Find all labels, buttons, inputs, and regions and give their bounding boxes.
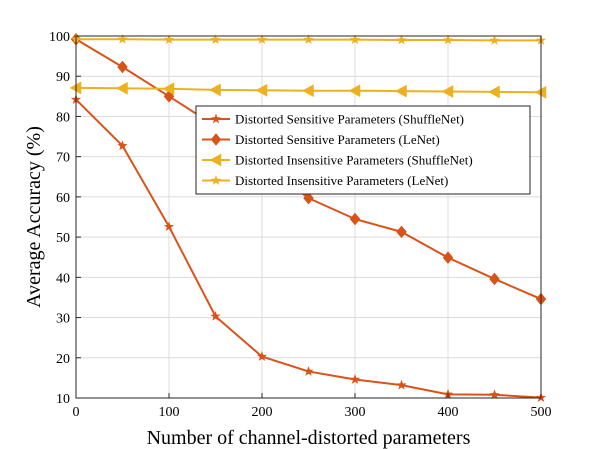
- data-point: [487, 85, 500, 99]
- x-tick-label: 500: [531, 405, 552, 420]
- x-tick-label: 400: [438, 405, 459, 420]
- data-point: [162, 82, 175, 96]
- y-tick-label: 50: [56, 231, 70, 246]
- x-tick-label: 300: [345, 405, 366, 420]
- data-point: [117, 60, 128, 74]
- data-point: [208, 83, 221, 97]
- legend-marker: [209, 153, 222, 167]
- y-tick-label: 70: [56, 151, 70, 166]
- legend-box: [195, 105, 531, 195]
- legend-label: Distorted Insensitive Parameters (LeNet): [235, 173, 448, 188]
- data-point: [442, 34, 454, 45]
- data-point: [303, 366, 314, 376]
- legend-label: Distorted Insensitive Parameters (Shuffl…: [235, 153, 473, 168]
- y-tick-label: 20: [56, 352, 70, 367]
- data-point: [396, 225, 407, 239]
- data-point: [394, 84, 407, 98]
- data-point: [303, 34, 314, 44]
- legend: Distorted Sensitive Parameters (ShuffleN…: [195, 105, 531, 195]
- data-point: [163, 89, 175, 103]
- data-point: [349, 34, 361, 44]
- legend-marker: [210, 113, 222, 124]
- data-point: [348, 84, 361, 98]
- data-point: [349, 374, 361, 384]
- data-point: [117, 140, 128, 151]
- x-axis-title: Number of channel-distorted parameters: [147, 427, 471, 449]
- legend-marker: [210, 133, 222, 146]
- legend-marker: [210, 175, 222, 185]
- x-tick-label: 200: [252, 405, 273, 420]
- data-point: [301, 84, 314, 98]
- data-point: [255, 83, 268, 97]
- y-tick-label: 60: [56, 191, 70, 206]
- data-point: [489, 272, 500, 286]
- y-tick-label: 30: [56, 312, 70, 327]
- plot-frame: [75, 35, 542, 399]
- axis-ticks: 0 100 200 300 400 500 10 20 30 40 50 60 70 80 90 100: [49, 30, 552, 420]
- y-axis-title: Average Accuracy (%): [23, 126, 45, 308]
- y-tick-label: 90: [56, 70, 70, 85]
- y-tick-label: 10: [56, 392, 70, 407]
- data-point: [489, 389, 500, 400]
- legend-label: Distorted Sensitive Parameters (ShuffleN…: [235, 112, 464, 127]
- x-tick-label: 0: [73, 405, 80, 420]
- data-point: [396, 379, 407, 390]
- data-point: [210, 34, 221, 44]
- data-point: [256, 351, 268, 361]
- x-tick-label: 100: [159, 405, 180, 420]
- series-layer: [69, 32, 547, 402]
- data-point: [442, 251, 454, 265]
- data-point: [396, 34, 407, 45]
- data-point: [303, 191, 314, 205]
- y-tick-label: 80: [56, 110, 70, 125]
- data-point: [210, 310, 221, 321]
- data-point: [115, 81, 128, 95]
- series-3: [69, 81, 547, 99]
- data-point: [489, 35, 500, 45]
- data-point: [256, 34, 268, 44]
- data-point: [349, 212, 361, 226]
- data-point: [117, 33, 128, 44]
- data-point: [163, 221, 175, 231]
- y-tick-label: 40: [56, 271, 70, 286]
- y-tick-label: 100: [49, 30, 70, 45]
- legend-label: Distorted Sensitive Parameters (LeNet): [235, 132, 440, 147]
- data-point: [441, 85, 454, 98]
- data-point: [163, 34, 175, 44]
